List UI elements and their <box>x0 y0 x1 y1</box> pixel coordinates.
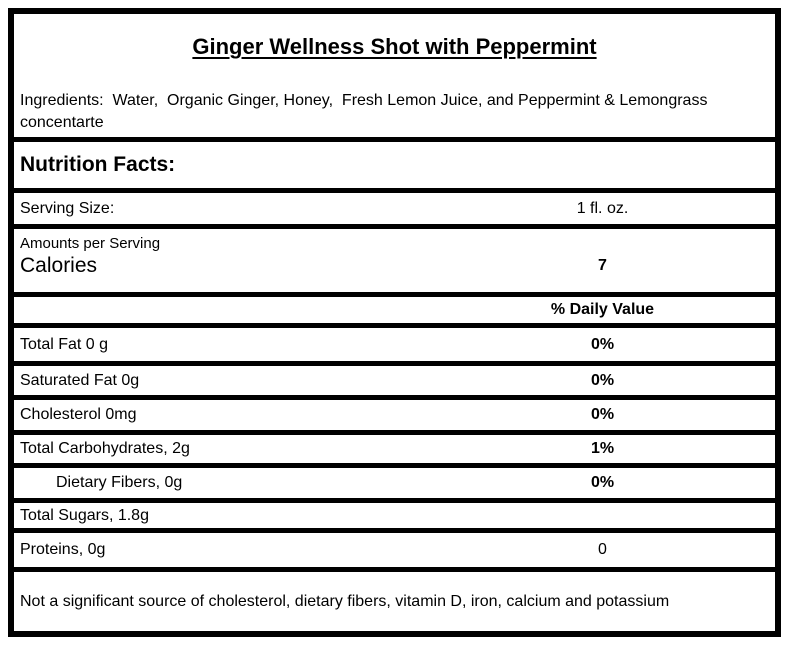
footnote-row: Not a significant source of cholesterol,… <box>14 572 775 631</box>
nutrient-name: Dietary Fibers, 0g <box>56 474 183 491</box>
calories-label: Calories <box>20 254 98 277</box>
calories-line: Calories 7 <box>20 254 775 278</box>
nutrition-facts-row: Nutrition Facts: <box>14 142 775 193</box>
footnote-text: Not a significant source of cholesterol,… <box>20 592 670 610</box>
nutrient-name: Total Fat 0 g <box>20 335 109 353</box>
nutrient-value: 0% <box>590 474 615 491</box>
table-row-saturated-fat: Saturated Fat 0g 0% <box>14 366 775 400</box>
nutrient-name: Proteins, 0g <box>20 541 106 558</box>
ingredients-text: Ingredients: Water, Organic Ginger, Hone… <box>20 92 712 131</box>
table-row-total-sugars: Total Sugars, 1.8g <box>14 503 775 533</box>
table-row-total-fat: Total Fat 0 g 0% <box>14 328 775 366</box>
calories-row: Amounts per Serving Calories 7 <box>14 229 775 297</box>
nutrient-name: Total Sugars, 1.8g <box>20 506 149 524</box>
amounts-per-serving-label: Amounts per Serving <box>20 235 161 252</box>
table-row-total-carbohydrates: Total Carbohydrates, 2g 1% <box>14 435 775 468</box>
nutrient-value: 1% <box>590 440 615 457</box>
daily-value-header-row: % Daily Value <box>14 297 775 328</box>
product-title: Ginger Wellness Shot with Peppermint <box>192 34 597 59</box>
calories-value: 7 <box>598 257 607 274</box>
nutrient-name: Cholesterol 0mg <box>20 406 137 423</box>
nutrient-name: Total Carbohydrates, 2g <box>20 440 190 457</box>
label-header-section: Ginger Wellness Shot with Peppermint Ing… <box>14 14 775 142</box>
serving-size-row: Serving Size: 1 fl. oz. <box>14 193 775 229</box>
serving-size-label: Serving Size: <box>20 199 115 217</box>
daily-value-header: % Daily Value <box>550 301 655 318</box>
serving-size-value: 1 fl. oz. <box>576 199 629 217</box>
table-row-cholesterol: Cholesterol 0mg 0% <box>14 400 775 435</box>
table-row-proteins: Proteins, 0g 0 <box>14 533 775 572</box>
nutrition-facts-heading: Nutrition Facts: <box>20 153 176 176</box>
nutrient-value: 0 <box>598 541 607 558</box>
nutrient-value: 0% <box>590 371 615 389</box>
table-row-dietary-fibers: Dietary Fibers, 0g 0% <box>14 468 775 503</box>
nutrient-value: 0% <box>590 335 615 353</box>
nutrient-value: 0% <box>590 406 615 423</box>
nutrient-name: Saturated Fat 0g <box>20 371 140 389</box>
nutrition-label: Ginger Wellness Shot with Peppermint Ing… <box>8 8 781 637</box>
